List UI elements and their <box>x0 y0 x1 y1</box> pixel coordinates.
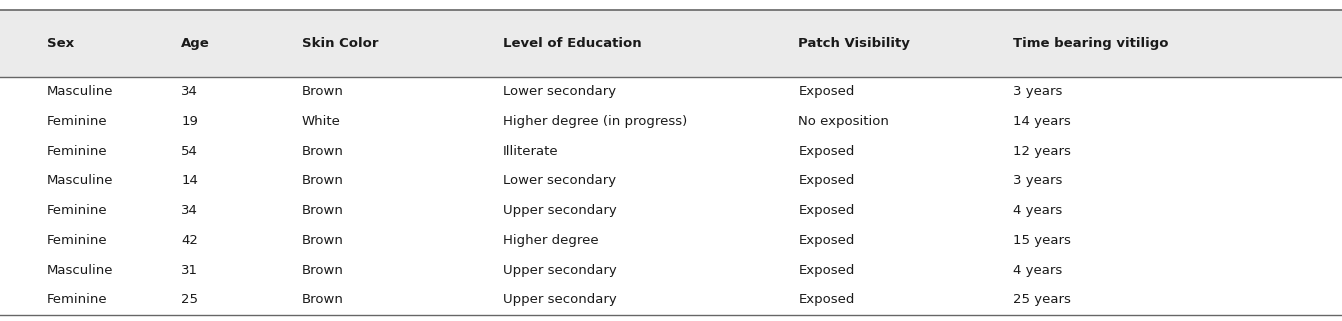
Text: Age: Age <box>181 37 209 50</box>
Text: Upper secondary: Upper secondary <box>503 264 617 276</box>
Text: 14: 14 <box>181 175 199 187</box>
Text: 54: 54 <box>181 145 199 158</box>
Text: Exposed: Exposed <box>798 204 855 217</box>
Text: Lower secondary: Lower secondary <box>503 175 616 187</box>
Text: Higher degree: Higher degree <box>503 234 599 247</box>
Text: Masculine: Masculine <box>47 85 114 98</box>
Text: 25: 25 <box>181 293 199 306</box>
Text: Brown: Brown <box>302 264 344 276</box>
Text: Upper secondary: Upper secondary <box>503 293 617 306</box>
Text: Exposed: Exposed <box>798 264 855 276</box>
Text: 25 years: 25 years <box>1013 293 1071 306</box>
Text: Brown: Brown <box>302 85 344 98</box>
Text: 14 years: 14 years <box>1013 115 1071 128</box>
Text: Feminine: Feminine <box>47 145 107 158</box>
Text: 15 years: 15 years <box>1013 234 1071 247</box>
Text: Feminine: Feminine <box>47 293 107 306</box>
Text: White: White <box>302 115 341 128</box>
Text: Feminine: Feminine <box>47 234 107 247</box>
Text: 19: 19 <box>181 115 199 128</box>
Text: 4 years: 4 years <box>1013 204 1063 217</box>
Text: Brown: Brown <box>302 175 344 187</box>
Text: 34: 34 <box>181 204 199 217</box>
Text: Upper secondary: Upper secondary <box>503 204 617 217</box>
Text: 3 years: 3 years <box>1013 85 1063 98</box>
Text: Exposed: Exposed <box>798 234 855 247</box>
Text: 3 years: 3 years <box>1013 175 1063 187</box>
Text: 34: 34 <box>181 85 199 98</box>
Text: Sex: Sex <box>47 37 74 50</box>
Text: Brown: Brown <box>302 204 344 217</box>
Text: Lower secondary: Lower secondary <box>503 85 616 98</box>
Text: Exposed: Exposed <box>798 175 855 187</box>
Text: Exposed: Exposed <box>798 145 855 158</box>
Text: Brown: Brown <box>302 234 344 247</box>
Text: Patch Visibility: Patch Visibility <box>798 37 910 50</box>
Text: 31: 31 <box>181 264 199 276</box>
Text: Feminine: Feminine <box>47 204 107 217</box>
Text: Level of Education: Level of Education <box>503 37 641 50</box>
Text: Exposed: Exposed <box>798 85 855 98</box>
Text: 4 years: 4 years <box>1013 264 1063 276</box>
Text: Time bearing vitiligo: Time bearing vitiligo <box>1013 37 1169 50</box>
Text: 12 years: 12 years <box>1013 145 1071 158</box>
Text: Feminine: Feminine <box>47 115 107 128</box>
Text: Masculine: Masculine <box>47 175 114 187</box>
Text: No exposition: No exposition <box>798 115 890 128</box>
Text: Skin Color: Skin Color <box>302 37 378 50</box>
Text: Brown: Brown <box>302 145 344 158</box>
Text: Brown: Brown <box>302 293 344 306</box>
Bar <box>0 10 1342 77</box>
Text: Exposed: Exposed <box>798 293 855 306</box>
Text: 42: 42 <box>181 234 199 247</box>
Text: Higher degree (in progress): Higher degree (in progress) <box>503 115 687 128</box>
Text: Masculine: Masculine <box>47 264 114 276</box>
Text: Illiterate: Illiterate <box>503 145 558 158</box>
